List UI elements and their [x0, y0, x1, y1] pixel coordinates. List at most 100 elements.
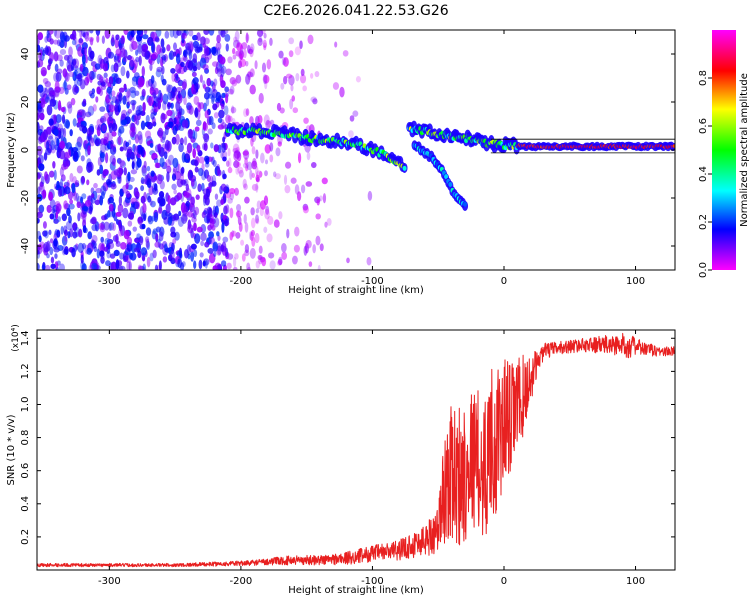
spectrogram-noise-cell — [171, 183, 177, 190]
spectrogram-noise-cell — [94, 138, 100, 147]
spectrogram-noise-cell — [229, 207, 234, 219]
spectrogram-noise-cell — [43, 241, 50, 253]
spectrogram-noise-cell — [146, 121, 153, 130]
spectrogram-noise-cell — [81, 54, 86, 65]
spectrogram-noise-cell — [288, 50, 294, 58]
spectrogram-noise-cell — [212, 241, 219, 252]
colorbar-tick-label: 0.2 — [698, 214, 709, 230]
spectrogram-noise-cell — [68, 71, 75, 78]
spectrogram-noise-cell — [366, 257, 372, 266]
spectrogram-noise-cell — [238, 169, 244, 178]
snr-y-tick-label: 1.2 — [20, 363, 31, 379]
spectrogram-noise-cell — [142, 101, 146, 112]
spectrogram-noise-cell — [146, 165, 151, 172]
spectrogram-noise-cell — [83, 31, 89, 40]
spectrogram-noise-cell — [125, 151, 132, 158]
spectrogram-noise-cell — [59, 59, 64, 67]
spectrogram-noise-cell — [45, 147, 52, 155]
spectrogram-noise-cell — [44, 264, 51, 270]
spectrogram-noise-cell — [82, 205, 89, 212]
spectrogram-noise-cell — [78, 228, 83, 238]
spectrogram-noise-cell — [46, 30, 50, 39]
spectrogram-noise-cell — [67, 54, 73, 65]
spectrogram-noise-cell — [59, 263, 65, 270]
spectrogram-noise-cell — [153, 175, 158, 181]
spectrogram-noise-cell — [142, 202, 147, 214]
spectrogram-noise-cell — [244, 243, 250, 254]
spectrogram-noise-cell — [146, 240, 150, 250]
spectrogram-noise-cell — [66, 84, 72, 91]
spectrogram-noise-cell — [181, 32, 187, 39]
spectrogram-noise-cell — [99, 224, 106, 233]
spectrogram-noise-cell — [40, 175, 45, 185]
spectrogram-noise-cell — [299, 40, 303, 49]
spectrogram-noise-cell — [257, 254, 263, 260]
spectrogram-noise-cell — [129, 176, 135, 183]
spectrogram-noise-cell — [167, 101, 171, 110]
spectrogram-noise-cell — [223, 30, 229, 35]
spectrogram-noise-cell — [67, 148, 71, 159]
spectrogram-noise-cell — [170, 102, 174, 109]
spectrogram-noise-cell — [202, 143, 206, 150]
spectrogram-noise-cell — [120, 119, 128, 126]
spectrogram-noise-cell — [294, 184, 300, 195]
spectrogram-noise-cell — [132, 226, 137, 232]
spectrogram-noise-cell — [278, 256, 283, 266]
spectrogram-noise-cell — [82, 98, 87, 104]
spectrogram-noise-cell — [37, 157, 40, 167]
spectrogram-noise-cell — [229, 231, 233, 241]
spectrogram-noise-cell — [188, 60, 194, 71]
spectrogram-noise-cell — [148, 185, 154, 196]
spectrogram-noise-cell — [70, 61, 75, 71]
spectrogram-noise-cell — [164, 30, 170, 39]
spectrogram-noise-cell — [220, 183, 227, 192]
spectrogram-noise-cell — [128, 252, 133, 260]
spectrogram-noise-cell — [101, 35, 105, 44]
spectrogram-noise-cell — [64, 186, 71, 195]
spectrogram-noise-cell — [77, 72, 83, 82]
spectrogram-noise-cell — [198, 167, 204, 177]
spectrogram-noise-cell — [191, 216, 197, 223]
spectrogram-noise-cell — [244, 222, 249, 233]
spectrogram-noise-cell — [288, 75, 295, 86]
spectrogram-noise-cell — [108, 203, 114, 212]
spectrogram-noise-cell — [127, 220, 133, 227]
spectrogram-noise-cell — [292, 255, 298, 265]
spectrogram-noise-cell — [68, 215, 72, 224]
spectrogram-noise-cell — [56, 180, 60, 189]
spectrogram-noise-cell — [290, 84, 294, 92]
spectrogram-noise-cell — [123, 55, 128, 63]
spectrogram-noise-cell — [217, 68, 222, 78]
spectrogram-noise-cell — [149, 142, 154, 148]
spectrogram-noise-cell — [195, 119, 202, 127]
spectrogram-noise-cell — [204, 241, 210, 248]
spectrogram-noise-cell — [198, 102, 205, 110]
spectrogram-noise-cell — [41, 264, 46, 270]
spectrogram-noise-cell — [255, 260, 260, 269]
spectrogram-noise-cell — [46, 204, 52, 213]
spectrogram-noise-cell — [181, 261, 186, 267]
spectrogram-noise-cell — [123, 167, 127, 176]
spectrogram-noise-cell — [157, 127, 164, 139]
spectrogram-noise-cell — [44, 36, 49, 43]
spectrogram-noise-cell — [133, 145, 140, 156]
spectrogram-noise-cell — [367, 190, 373, 201]
colorbar-label: Normalized spectral amplitude — [739, 73, 750, 227]
spectrogram-noise-cell — [81, 263, 87, 270]
spectrogram-noise-cell — [103, 72, 108, 78]
spectrogram-noise-cell — [190, 243, 197, 250]
spectrogram-noise-cell — [37, 101, 40, 111]
spectrogram-noise-cell — [303, 117, 309, 124]
spectrogram-noise-cell — [160, 112, 166, 124]
spectrogram-noise-cell — [44, 230, 49, 239]
spectrogram-noise-cell — [234, 187, 239, 196]
spectrogram-noise-cell — [136, 157, 142, 168]
spectrogram-noise-cell — [194, 233, 201, 244]
spectrogram-noise-cell — [135, 49, 139, 56]
spectrogram-noise-cell — [86, 179, 90, 186]
spectrogram-noise-cell — [242, 162, 249, 169]
spectrogram-noise-cell — [108, 76, 114, 85]
spectrogram-noise-cell — [130, 99, 137, 106]
spectrogram-noise-cell — [286, 228, 290, 239]
spectrogram-noise-cell — [89, 50, 95, 60]
